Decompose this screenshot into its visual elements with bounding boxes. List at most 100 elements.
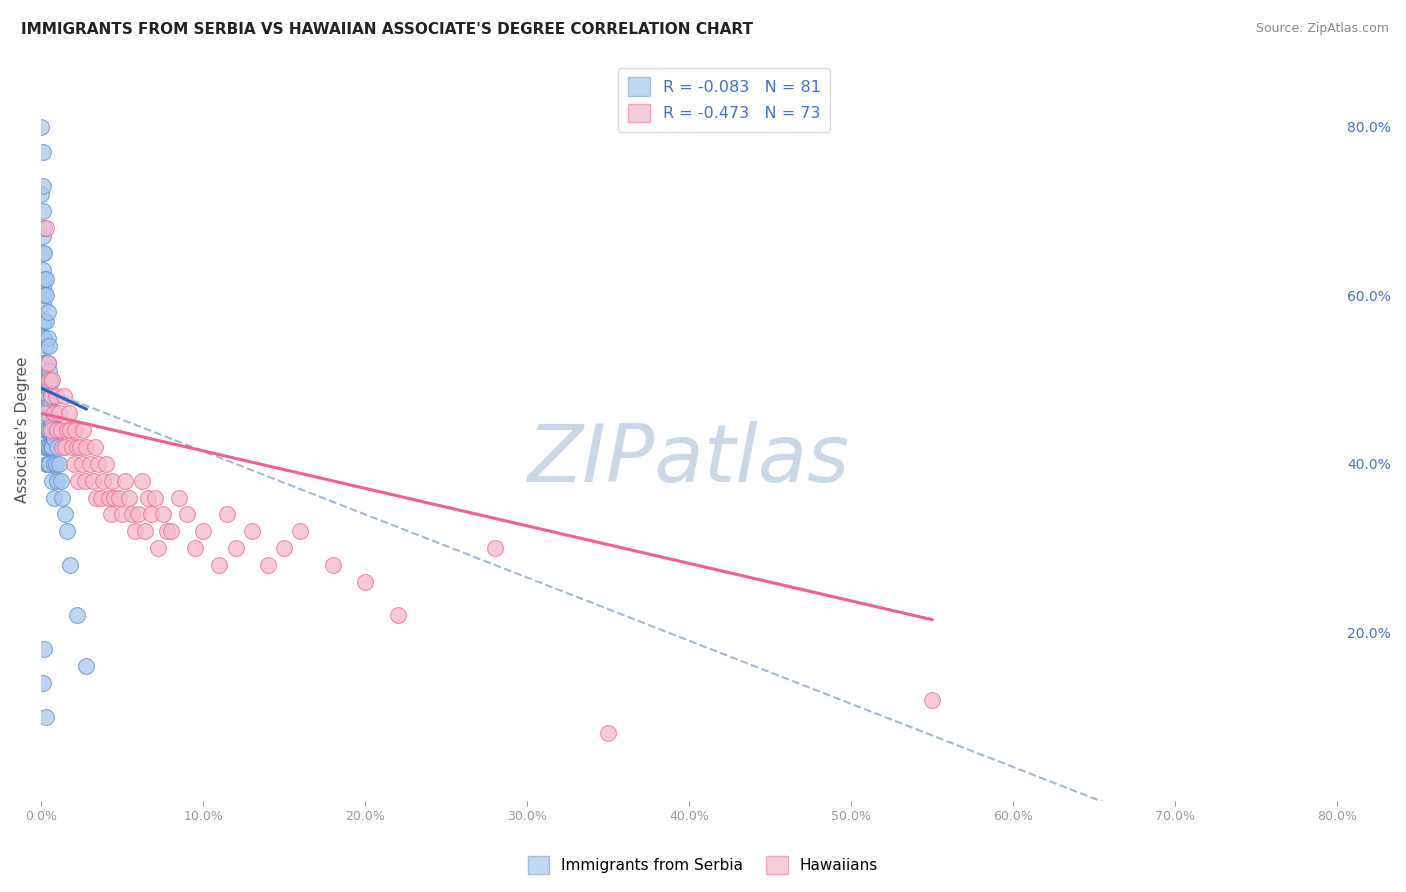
Point bbox=[39, 389, 62, 403]
Point bbox=[42, 406, 65, 420]
Point bbox=[60, 440, 83, 454]
Point bbox=[49, 474, 72, 488]
Point bbox=[73, 474, 96, 488]
Point bbox=[31, 178, 53, 193]
Point bbox=[51, 491, 73, 505]
Point bbox=[191, 524, 214, 539]
Point bbox=[94, 457, 117, 471]
Point bbox=[38, 457, 60, 471]
Point bbox=[34, 271, 56, 285]
Point bbox=[59, 423, 82, 437]
Point bbox=[176, 508, 198, 522]
Point bbox=[62, 457, 84, 471]
Point bbox=[63, 423, 86, 437]
Point bbox=[59, 558, 82, 572]
Point bbox=[35, 423, 58, 437]
Point bbox=[121, 508, 143, 522]
Y-axis label: Associate's Degree: Associate's Degree bbox=[15, 357, 30, 503]
Point bbox=[146, 541, 169, 555]
Point bbox=[56, 524, 79, 539]
Point bbox=[37, 423, 59, 437]
Point bbox=[35, 314, 58, 328]
Point bbox=[39, 389, 62, 403]
Point bbox=[98, 491, 121, 505]
Point bbox=[39, 373, 62, 387]
Point bbox=[48, 406, 70, 420]
Point bbox=[100, 508, 122, 522]
Point bbox=[42, 432, 65, 446]
Point bbox=[34, 642, 56, 657]
Legend: Immigrants from Serbia, Hawaiians: Immigrants from Serbia, Hawaiians bbox=[522, 850, 884, 880]
Point bbox=[31, 373, 53, 387]
Point bbox=[31, 297, 53, 311]
Point bbox=[31, 229, 53, 244]
Point bbox=[134, 524, 156, 539]
Point bbox=[39, 415, 62, 429]
Point bbox=[84, 491, 107, 505]
Point bbox=[921, 692, 943, 706]
Point bbox=[46, 440, 69, 454]
Point bbox=[136, 491, 159, 505]
Point bbox=[42, 406, 65, 420]
Point bbox=[35, 221, 58, 235]
Point bbox=[111, 508, 134, 522]
Point bbox=[322, 558, 344, 572]
Point bbox=[35, 288, 58, 302]
Point bbox=[31, 246, 53, 260]
Legend: R = -0.083   N = 81, R = -0.473   N = 73: R = -0.083 N = 81, R = -0.473 N = 73 bbox=[619, 68, 831, 132]
Point bbox=[101, 474, 124, 488]
Point bbox=[91, 474, 114, 488]
Point bbox=[273, 541, 295, 555]
Text: ZIPatlas: ZIPatlas bbox=[529, 421, 851, 499]
Point bbox=[31, 389, 53, 403]
Point bbox=[35, 457, 58, 471]
Point bbox=[34, 356, 56, 370]
Point bbox=[484, 541, 506, 555]
Point bbox=[34, 423, 56, 437]
Point bbox=[41, 474, 63, 488]
Point bbox=[35, 709, 58, 723]
Point bbox=[37, 406, 59, 420]
Point bbox=[82, 474, 104, 488]
Point bbox=[31, 280, 53, 294]
Point bbox=[69, 440, 91, 454]
Point bbox=[83, 440, 105, 454]
Point bbox=[31, 676, 53, 690]
Point bbox=[41, 440, 63, 454]
Point bbox=[35, 356, 58, 370]
Point bbox=[208, 558, 231, 572]
Point bbox=[131, 474, 153, 488]
Point bbox=[45, 423, 67, 437]
Point bbox=[34, 314, 56, 328]
Point bbox=[159, 524, 181, 539]
Point bbox=[31, 145, 53, 160]
Point bbox=[48, 457, 70, 471]
Point bbox=[34, 288, 56, 302]
Point bbox=[41, 415, 63, 429]
Point bbox=[387, 608, 409, 623]
Point bbox=[72, 423, 94, 437]
Point bbox=[34, 406, 56, 420]
Point bbox=[257, 558, 280, 572]
Point bbox=[34, 389, 56, 403]
Point bbox=[38, 339, 60, 353]
Point bbox=[35, 373, 58, 387]
Point bbox=[37, 330, 59, 344]
Point bbox=[240, 524, 263, 539]
Point bbox=[141, 508, 163, 522]
Point bbox=[45, 389, 67, 403]
Point bbox=[37, 356, 59, 370]
Point bbox=[41, 373, 63, 387]
Point bbox=[42, 457, 65, 471]
Point bbox=[30, 187, 52, 202]
Point bbox=[34, 246, 56, 260]
Point bbox=[127, 508, 149, 522]
Point bbox=[66, 608, 89, 623]
Point bbox=[31, 330, 53, 344]
Point bbox=[76, 440, 98, 454]
Point bbox=[37, 356, 59, 370]
Point bbox=[152, 508, 174, 522]
Point bbox=[42, 491, 65, 505]
Point bbox=[38, 364, 60, 378]
Point bbox=[58, 406, 80, 420]
